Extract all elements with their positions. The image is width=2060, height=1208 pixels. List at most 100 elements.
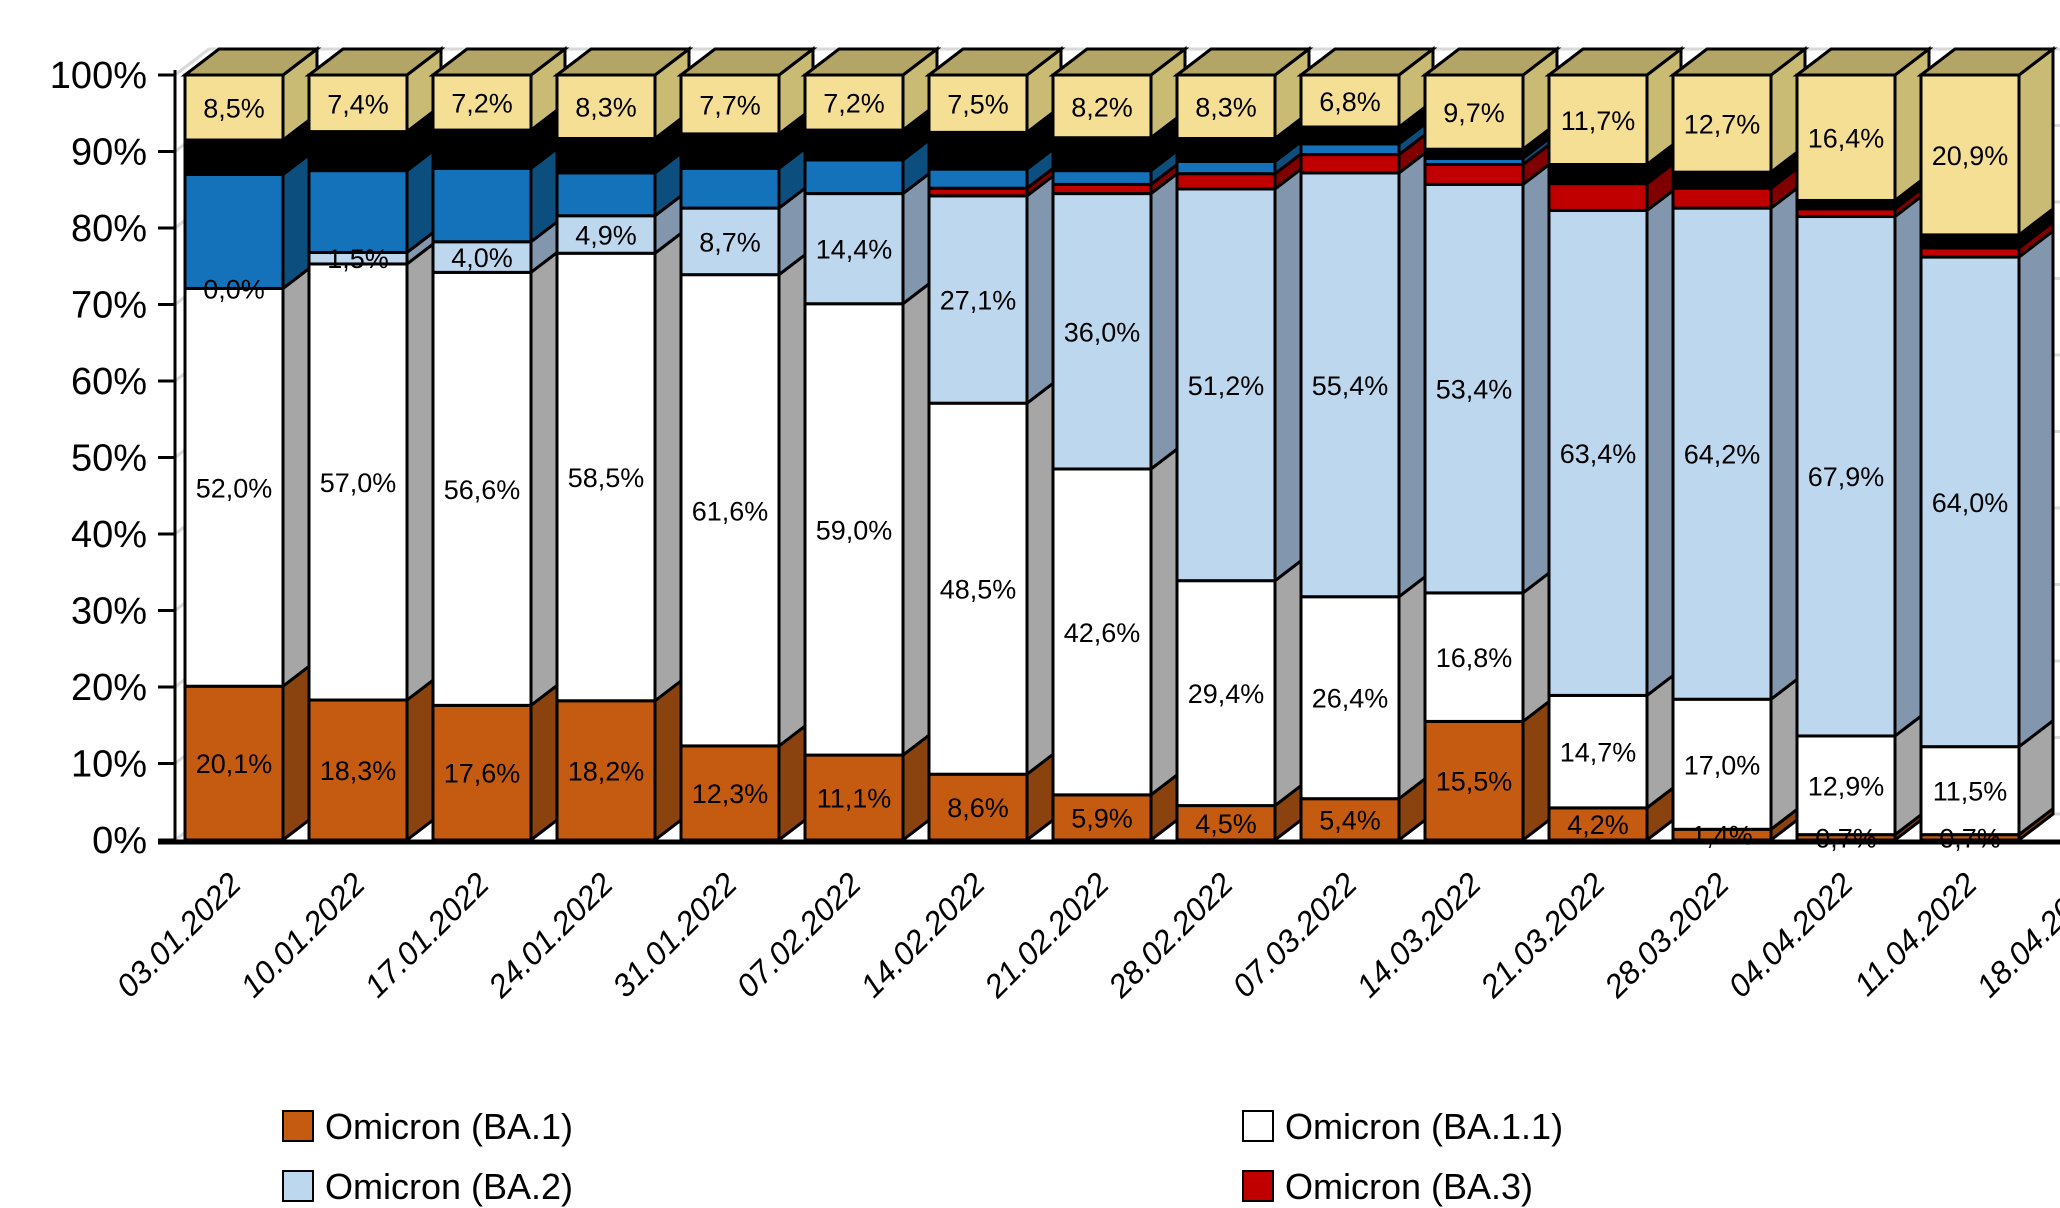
x-axis-label: 04.04.2022 (1721, 865, 1860, 1004)
value-label: 18,3% (320, 756, 397, 786)
legend-label: Omicron (BA.2) (325, 1166, 573, 1207)
bar-segment (679, 166, 781, 210)
bar-segment (307, 698, 409, 842)
value-label: 16,4% (1808, 124, 1885, 154)
bar-segment (307, 73, 409, 134)
bar-segment (183, 286, 285, 688)
bar-segment (1175, 804, 1277, 842)
bar-top-face (428, 47, 570, 77)
bar-segment (1547, 208, 1649, 697)
bar-segment (307, 169, 409, 254)
bar-segment (431, 166, 533, 244)
bar-segment (1051, 467, 1153, 797)
value-label: 8,7% (699, 227, 761, 257)
value-label: 12,3% (692, 779, 769, 809)
value-label: 11,1% (817, 784, 892, 814)
x-axis-label: 14.02.2022 (853, 865, 992, 1004)
value-label: 29,4% (1188, 679, 1265, 709)
bar-top-face (1792, 47, 1934, 77)
bar-segment (1175, 73, 1277, 140)
x-axis-label: 17.01.2022 (357, 865, 496, 1004)
bar-segment (803, 302, 905, 757)
value-label: 4,9% (575, 221, 637, 251)
y-axis-label: 10% (71, 744, 147, 786)
value-label: 42,6% (1064, 618, 1141, 648)
y-axis-label: 60% (71, 361, 147, 403)
y-axis-label: 90% (71, 132, 147, 174)
x-axis-label: 21.03.2022 (1473, 865, 1613, 1005)
bar-segment (1795, 215, 1897, 738)
bar-segment (555, 699, 657, 842)
bar-top-face (1668, 47, 1810, 77)
value-label: 53,4% (1436, 375, 1513, 405)
value-label: 17,6% (444, 759, 521, 789)
value-label: 7,4% (327, 89, 389, 119)
value-label: 57,0% (320, 468, 397, 498)
value-label: 15,5% (1436, 767, 1513, 797)
value-label: 20,9% (1932, 141, 2009, 171)
value-label: 6,8% (1319, 87, 1381, 117)
bar-top-face (180, 47, 322, 77)
bar-segment (183, 172, 285, 290)
value-label: 8,3% (1195, 93, 1257, 123)
value-label: 4,2% (1567, 810, 1629, 840)
value-label: 7,2% (451, 89, 513, 119)
value-label: 48,5% (940, 575, 1017, 605)
bar-segment (1175, 187, 1277, 583)
value-label: 14,4% (816, 235, 893, 265)
value-label: 59,0% (816, 515, 893, 545)
value-label: 1,5% (327, 244, 389, 274)
bar-segment (431, 240, 533, 274)
bar-segment (1547, 182, 1649, 212)
bar-top-face (924, 47, 1066, 77)
value-label: 55,4% (1312, 371, 1389, 401)
y-axis-label: 80% (71, 208, 147, 250)
gridline-stub (174, 47, 210, 77)
bar-segment (431, 128, 533, 170)
value-label: 20,1% (196, 749, 273, 779)
bar-segment (307, 130, 409, 173)
bar-segment (927, 772, 1029, 842)
bar-segment (1423, 591, 1525, 723)
bar-segment (1299, 125, 1401, 146)
value-label: 26,4% (1312, 684, 1389, 714)
bar-segment (431, 270, 533, 707)
value-label: 18,2% (568, 756, 645, 786)
bar-top-face (1544, 47, 1686, 77)
bar-segment (1671, 186, 1773, 210)
x-axis-label: 10.01.2022 (233, 865, 372, 1004)
value-label: 64,0% (1932, 488, 2009, 518)
bar-top-face (676, 47, 818, 77)
value-label: 36,0% (1064, 317, 1141, 347)
bar-segment (679, 744, 781, 842)
bar-segment (1547, 163, 1649, 183)
bar-segment (183, 138, 285, 176)
bar-segment (1299, 142, 1401, 157)
value-label: 0,7% (1939, 823, 2001, 853)
value-label: 56,6% (444, 475, 521, 505)
bar-segment (1547, 806, 1649, 842)
x-axis-label: 21.02.2022 (977, 865, 1117, 1005)
y-axis-label: 20% (71, 667, 147, 709)
value-label: 61,6% (692, 496, 769, 526)
bar-segment (1671, 170, 1773, 188)
bar-segment (307, 262, 409, 702)
value-label: 12,9% (1808, 771, 1885, 801)
y-axis-label: 70% (71, 285, 147, 327)
value-label: 7,2% (823, 89, 885, 119)
bar-segment (679, 132, 781, 170)
x-axis-label: 24.01.2022 (481, 865, 621, 1005)
value-label: 4,5% (1195, 809, 1257, 839)
legend-label: Omicron (BA.1) (325, 1106, 573, 1147)
bar-segment (1919, 233, 2021, 248)
y-axis-label: 30% (71, 591, 147, 633)
value-label: 58,5% (568, 463, 645, 493)
y-axis-label: 100% (50, 55, 147, 97)
x-axis-label: 28.03.2022 (1597, 865, 1737, 1005)
bar-segment (1547, 693, 1649, 810)
bar-segment-side (2017, 45, 2055, 238)
bar-segment (803, 158, 905, 196)
value-label: 7,5% (947, 90, 1009, 120)
value-label: 8,5% (203, 94, 265, 124)
